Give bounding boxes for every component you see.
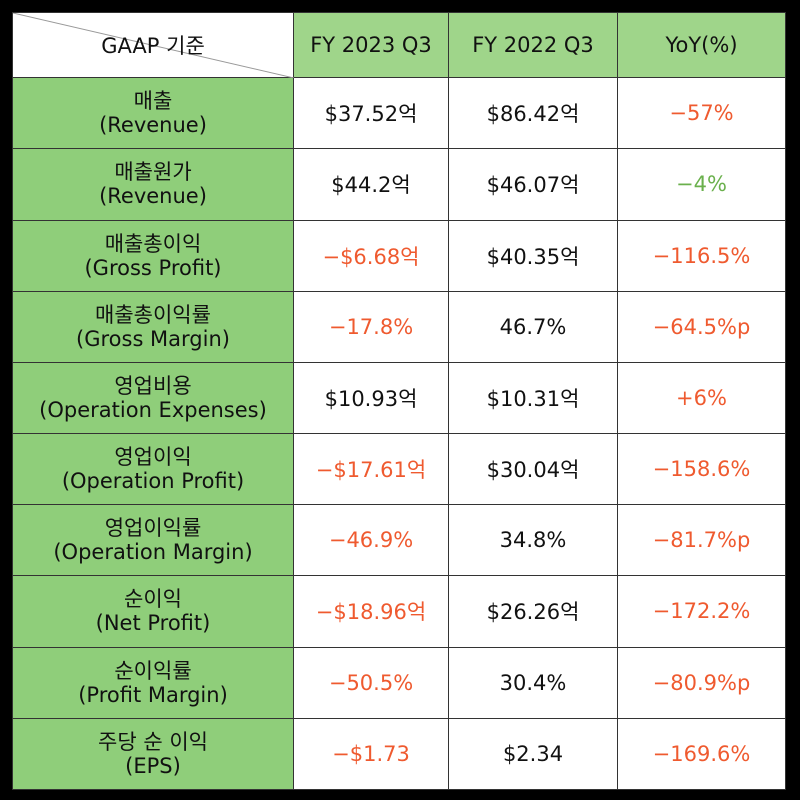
table-body: GAAP 기준 FY 2023 Q3 FY 2022 Q3 YoY(%) 매출 (Reve… [12,11,786,791]
header-cell: FY 2023 Q3 [293,11,449,79]
row-label: 매출원가 (Revenue) [12,148,294,221]
value-cell: −116.5% [617,219,786,292]
row-label-line: (Operation Expenses) [39,397,267,422]
value-cell: $44.2억 [293,148,449,221]
value-cell: $26.26억 [448,575,618,648]
value-cell: $2.34 [448,717,618,791]
row-label: 매출총이익 (Gross Profit) [12,219,294,292]
value-cell: −64.5%p [617,290,786,363]
row-label-line: (Gross Margin) [76,326,230,351]
value-cell: 46.7% [448,290,618,363]
value-cell: −$17.61억 [293,433,449,506]
header-row: GAAP 기준 FY 2023 Q3 FY 2022 Q3 YoY(%) [12,11,786,79]
value-cell: $40.35억 [448,219,618,292]
header-text: FY 2023 Q3 [310,33,432,58]
data-row: 매출원가 (Revenue) $44.2억 $46.07억 −4% [12,148,786,221]
value-cell: −$1.73 [293,717,449,791]
row-label-line: (EPS) [125,753,181,778]
financial-table: GAAP 기준 FY 2023 Q3 FY 2022 Q3 YoY(%) 매출 (Reve… [12,11,786,791]
row-label-line: (Operation Margin) [53,540,253,565]
data-row: 순이익 (Net Profit) −$18.96억 $26.26억 −172.2% [12,575,786,648]
row-label-line: 영업비용 [114,373,192,398]
row-label: 주당 순 이익 (EPS) [12,717,294,791]
data-row: 매출총이익 (Gross Profit) −$6.68억 $40.35억 −116.5% [12,219,786,292]
header-cell: FY 2022 Q3 [448,11,618,79]
header-text: FY 2022 Q3 [472,33,594,58]
row-label-line: (Revenue) [99,113,207,138]
value-cell: −158.6% [617,433,786,506]
row-label: 매출 (Revenue) [12,77,294,150]
row-label-line: (Operation Profit) [61,469,245,494]
value-cell: 34.8% [448,504,618,577]
row-label-line: (Gross Profit) [84,255,222,280]
value-cell: −17.8% [293,290,449,363]
header-cell: GAAP 기준 [12,11,294,79]
value-cell: 30.4% [448,646,618,719]
value-cell: −57% [617,77,786,150]
row-label: 순이익 (Net Profit) [12,575,294,648]
row-label-line: 주당 순 이익 [98,729,208,754]
value-cell: −80.9%p [617,646,786,719]
row-label-line: 매출총이익 [104,231,202,256]
value-cell: −4% [617,148,786,221]
header-text: YoY(%) [665,33,738,58]
data-row: 순이익률 (Profit Margin) −50.5% 30.4% −80.9%p [12,646,786,719]
data-row: 주당 순 이익 (EPS) −$1.73 $2.34 −169.6% [12,717,786,791]
row-label: 영업이익률 (Operation Margin) [12,504,294,577]
value-cell: $37.52억 [293,77,449,150]
data-row: 영업비용 (Operation Expenses) $10.93억 $10.31억 +6… [12,361,786,435]
value-cell: −172.2% [617,575,786,648]
data-row: 영업이익률 (Operation Margin) −46.9% 34.8% −81.7%… [12,504,786,577]
row-label-line: (Profit Margin) [78,682,228,707]
value-cell: −169.6% [617,717,786,791]
value-cell: −50.5% [293,646,449,719]
row-label-line: 매출 [133,89,173,114]
value-cell: $10.31억 [448,361,618,435]
row-label: 순이익률 (Profit Margin) [12,646,294,719]
row-label-line: 순이익 [124,587,182,612]
value-cell: $30.04억 [448,433,618,506]
row-label-line: (Revenue) [99,184,207,209]
row-label-line: 영업이익률 [104,516,202,541]
value-cell: $46.07억 [448,148,618,221]
value-cell: $10.93억 [293,361,449,435]
row-label: 영업비용 (Operation Expenses) [12,361,294,435]
row-label-line: 매출원가 [114,160,192,185]
value-cell: $86.42억 [448,77,618,150]
row-label-line: 순이익률 [114,658,192,683]
row-label: 영업이익 (Operation Profit) [12,433,294,506]
header-cell: YoY(%) [617,11,786,79]
row-label-line: (Net Profit) [95,611,211,636]
value-cell: +6% [617,361,786,435]
value-cell: −46.9% [293,504,449,577]
row-label: 매출총이익률 (Gross Margin) [12,290,294,363]
value-cell: −$18.96억 [293,575,449,648]
row-label-line: 매출총이익률 [95,302,211,327]
data-row: 매출총이익률 (Gross Margin) −17.8% 46.7% −64.5%p [12,290,786,363]
data-row: 매출 (Revenue) $37.52억 $86.42억 −57% [12,77,786,150]
value-cell: −$6.68억 [293,219,449,292]
header-text: GAAP 기준 [101,34,205,59]
data-row: 영업이익 (Operation Profit) −$17.61억 $30.04억 −15… [12,433,786,506]
diagonal-line [13,13,294,78]
row-label-line: 영업이익 [114,445,192,470]
table-frame: GAAP 기준 FY 2023 Q3 FY 2022 Q3 YoY(%) 매출 (Reve… [12,11,786,791]
value-cell: −81.7%p [617,504,786,577]
